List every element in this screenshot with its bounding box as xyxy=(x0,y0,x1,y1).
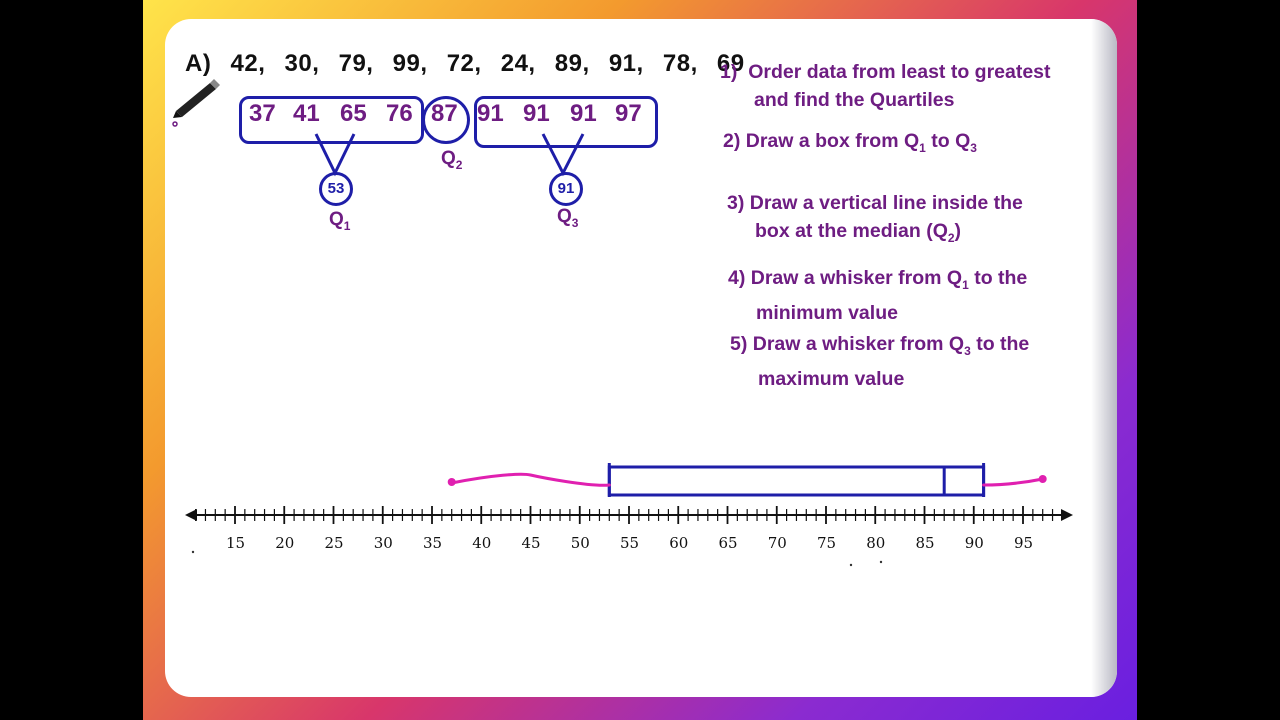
tick-label: 25 xyxy=(324,534,344,552)
ordered-value: 76 xyxy=(386,100,413,127)
ordered-value: 91 xyxy=(477,100,504,127)
tick-label: 40 xyxy=(472,534,492,552)
tick-label: 80 xyxy=(866,534,886,552)
data-value: 24, xyxy=(500,50,536,77)
q1-value-circle: 53 xyxy=(319,172,353,206)
left-arrow-icon xyxy=(185,509,197,521)
tick-label: 85 xyxy=(915,534,935,552)
right-arrow-icon xyxy=(1061,509,1073,521)
ordered-value: 91 xyxy=(570,100,597,127)
data-value: 72, xyxy=(446,50,482,77)
tick-label: 75 xyxy=(817,534,837,552)
min-whisker-end xyxy=(447,478,456,486)
problem-dataset: A) 42, 30, 79, 99, 72, 24, 89, 91, 78, 6… xyxy=(185,50,745,78)
q1-label: Q1 xyxy=(329,209,351,233)
stray-dot xyxy=(191,550,195,554)
q3-label: Q3 xyxy=(557,206,579,230)
data-value: 89, xyxy=(554,50,590,77)
ordered-value: 65 xyxy=(340,100,367,127)
upper-half-box xyxy=(474,96,658,148)
tick-label: 15 xyxy=(226,534,246,552)
min-whisker xyxy=(450,472,611,487)
tick-label: 90 xyxy=(964,534,984,552)
data-value: 30, xyxy=(284,50,320,77)
step-5: 5) Draw a whisker from Q3 to the maximum… xyxy=(730,333,1030,390)
ordered-value: 37 xyxy=(249,100,276,127)
step-3: 3) Draw a vertical line inside the box a… xyxy=(727,192,1023,245)
max-whisker-end xyxy=(1038,475,1047,483)
tick-label: 65 xyxy=(718,534,738,552)
q3-value-circle: 91 xyxy=(549,172,583,206)
ordered-value: 41 xyxy=(293,100,320,127)
tick-label: 35 xyxy=(423,534,443,552)
stray-dot xyxy=(879,560,883,564)
tick-label: 60 xyxy=(669,534,689,552)
ordered-value: 91 xyxy=(523,100,550,127)
tick-label: 70 xyxy=(767,534,787,552)
box-q1-q3 xyxy=(607,465,986,497)
ordered-value: 97 xyxy=(615,100,642,127)
tick-label: 95 xyxy=(1014,534,1034,552)
data-value: 69 xyxy=(716,50,745,77)
data-value: 42, xyxy=(230,50,266,77)
median-circle xyxy=(422,96,470,144)
tick-label: 55 xyxy=(620,534,640,552)
data-value: 99, xyxy=(392,50,428,77)
step-4: 4) Draw a whisker from Q1 to the minimum… xyxy=(728,267,1028,324)
median-value: 87 xyxy=(431,100,458,127)
pen-cursor-icon xyxy=(173,79,220,118)
tick-label: 50 xyxy=(570,534,590,552)
tick-label: 30 xyxy=(373,534,393,552)
data-value: 91, xyxy=(608,50,644,77)
data-value: 78, xyxy=(662,50,698,77)
problem-label: A) xyxy=(185,50,212,77)
q2-label: Q2 xyxy=(441,148,463,172)
step-1: 1) Order data from least to greatest and… xyxy=(720,61,1051,111)
data-value: 79, xyxy=(338,50,374,77)
step-2: 2) Draw a box from Q1 to Q3 xyxy=(723,130,977,155)
tick-label: 20 xyxy=(275,534,295,552)
box-plot xyxy=(185,463,1073,567)
stray-dot xyxy=(849,563,853,567)
slide: A) 42, 30, 79, 99, 72, 24, 89, 91, 78, 6… xyxy=(165,19,1117,697)
tick-label: 45 xyxy=(521,534,541,552)
max-whisker xyxy=(982,477,1045,487)
